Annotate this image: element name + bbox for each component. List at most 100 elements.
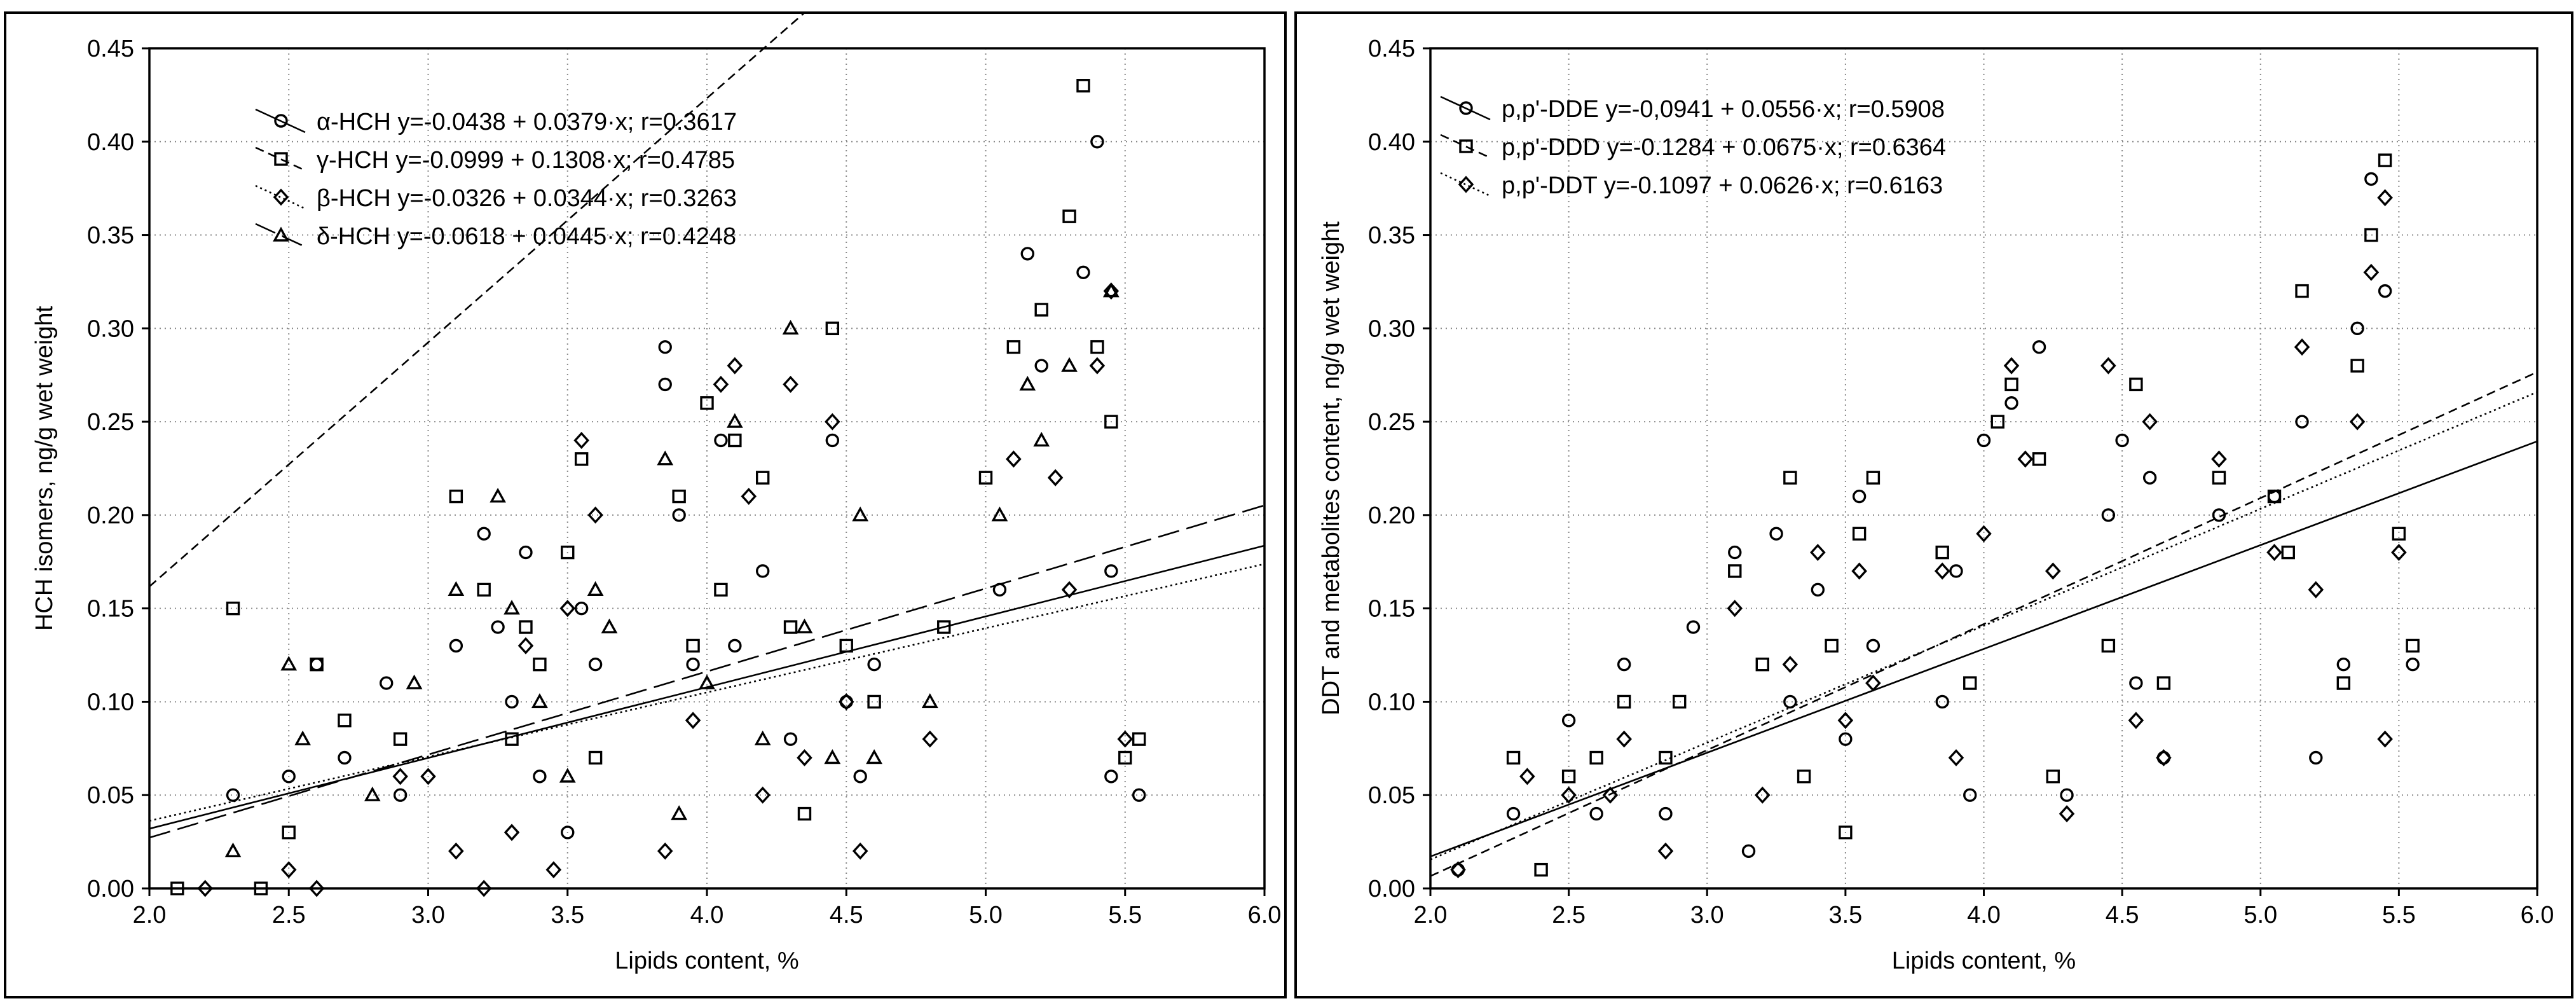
data-point [1076,79,1090,93]
y-tick-label: 0.40 [87,129,134,156]
data-point [797,749,812,767]
data-point [1810,544,1826,562]
x-tick-label: 6.0 [2521,902,2554,929]
data-point [1935,545,1949,560]
y-tick-label: 0.35 [87,223,134,249]
data-point [559,600,576,618]
data-point [741,488,757,506]
data-point [2004,377,2018,392]
data-point [714,583,728,597]
x-tick-label: 3.5 [1828,902,1862,929]
data-point [2128,712,2144,729]
data-point [657,450,674,466]
data-point [1506,806,1521,821]
data-point [1061,357,1078,372]
right-chart-panel: 2.0 2.5 3.0 3.5 4.0 4.5 5.0 5.5 6.0 0.00 0.05 0.10 0… [1294,11,2573,998]
data-point [825,413,840,431]
data-point [1589,750,1603,765]
data-point [587,581,604,597]
legend: p,p'-DDE y=-0,0941 + 0.0556·x; r=0.5908 p… [1440,95,1946,199]
data-point [2336,658,2351,672]
data-point [672,489,686,504]
x-tick-label: 2.0 [133,902,167,929]
data-point [714,433,728,448]
data-point [392,768,408,785]
data-point [1117,730,1134,748]
y-tick-label: 0.10 [87,689,134,715]
data-point [2364,172,2378,186]
data-point [533,658,547,672]
data-point [1769,527,1783,541]
data-point [991,506,1008,521]
data-point [1935,694,1949,709]
data-point [2142,413,2158,431]
data-point [574,601,589,616]
data-point [561,545,575,560]
data-point [1686,620,1701,634]
x-tick-label: 2.5 [272,902,306,929]
data-point [338,714,352,728]
data-point [1104,415,1118,429]
data-point [380,676,394,690]
data-point [1783,471,1797,485]
series-p,p'-DDE [1451,172,2420,877]
data-point [1977,433,1991,448]
data-point [491,620,505,634]
data-point [1851,562,1867,580]
data-point [658,377,672,392]
x-tick-label: 4.0 [690,902,724,929]
data-point [1034,303,1048,317]
x-tick-label: 2.5 [1552,902,1586,929]
data-point [282,770,296,784]
data-point [728,639,742,653]
data-point [1866,471,1881,485]
hch-scatter-chart: 2.0 2.5 3.0 3.5 4.0 4.5 5.0 5.5 6.0 0.00 0.05 0.10 0… [31,14,1281,974]
data-point [1033,431,1050,447]
data-point [713,375,729,393]
data-point [338,750,352,765]
data-point [2059,805,2075,823]
data-point [393,788,408,802]
data-point [561,825,575,839]
data-point [559,768,576,783]
data-point [2364,228,2378,242]
data-point [420,768,436,785]
data-point [2156,749,2172,767]
x-tick-label: 5.5 [2382,902,2416,929]
data-point [2406,658,2420,672]
data-point [1949,564,1963,578]
regression-line-p,p'-DDD [1430,371,2538,877]
data-point [505,694,519,709]
data-point [517,637,534,654]
y-tick-label: 0.20 [87,502,134,529]
data-point [519,545,533,560]
data-point [504,824,520,841]
data-point [2045,562,2061,580]
data-point [1963,676,1977,690]
legend-marker [1459,139,1473,153]
data-point [1616,730,1632,748]
y-axis-label: DDT and metabolites content, ng/g wet we… [1318,221,1345,715]
data-point [686,658,700,672]
data-point [1132,732,1146,746]
data-point [2377,189,2393,207]
data-point [280,861,297,879]
data-point [1561,714,1576,728]
data-point [2017,450,2034,468]
data-point [2308,581,2324,598]
plot-area-frame [148,47,1266,890]
data-point [1659,806,1673,821]
data-point [2211,450,2227,468]
legend-line-sample [255,146,306,172]
data-point [2378,284,2392,298]
data-point [1728,545,1742,560]
data-point [449,489,463,504]
data-point [1090,135,1104,149]
data-point [783,620,798,634]
data-point [1062,209,1076,223]
data-point [533,770,547,784]
data-point [587,506,603,524]
data-point [755,471,770,485]
data-point [2032,340,2046,354]
data-point [448,842,464,860]
